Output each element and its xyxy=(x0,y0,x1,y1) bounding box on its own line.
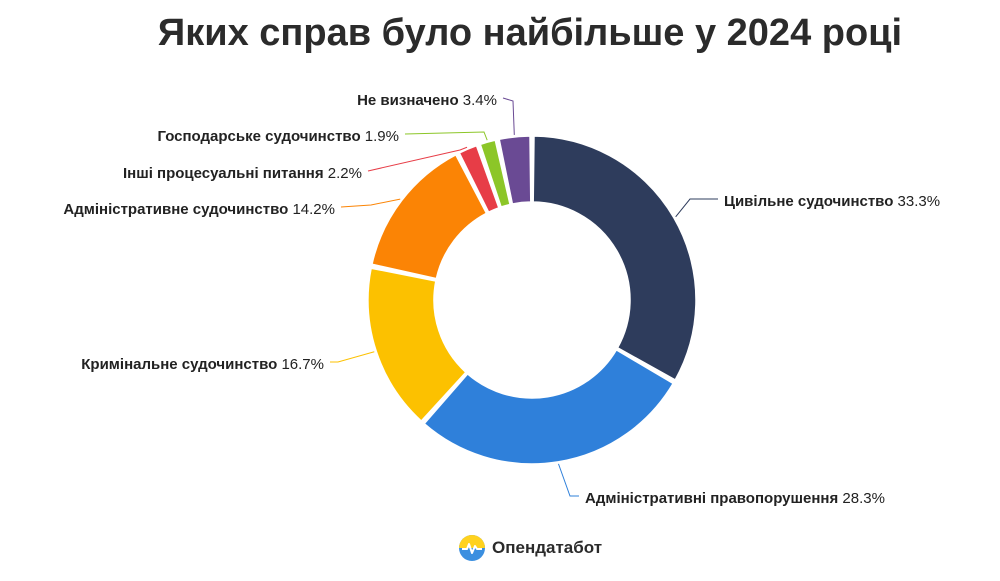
slice-label-name-2: Кримінальне судочинство xyxy=(81,356,281,373)
brand-logo-icon xyxy=(459,535,485,561)
slice-label-value-3: 14.2% xyxy=(292,201,335,218)
slice-label-4: Інші процесуальні питання 2.2% xyxy=(123,165,362,182)
slice-label-6: Не визначено 3.4% xyxy=(357,92,497,109)
slice-label-name-1: Адміністративні правопорушення xyxy=(585,490,842,507)
slice-label-name-6: Не визначено xyxy=(357,92,463,109)
slice-2 xyxy=(367,267,467,422)
leader-line-0 xyxy=(675,198,718,218)
slice-label-value-1: 28.3% xyxy=(842,490,885,507)
slice-3 xyxy=(371,154,488,280)
leader-line-4 xyxy=(367,146,468,172)
slice-label-name-4: Інші процесуальні питання xyxy=(123,165,328,182)
slice-5 xyxy=(479,139,511,208)
slice-label-2: Кримінальне судочинство 16.7% xyxy=(81,356,324,373)
slice-label-5: Господарське судочинство 1.9% xyxy=(157,128,399,145)
slice-label-value-0: 33.3% xyxy=(898,193,941,210)
slice-4 xyxy=(458,144,500,213)
leader-line-1 xyxy=(558,463,579,497)
slice-label-1: Адміністративні правопорушення 28.3% xyxy=(585,490,885,507)
slice-label-value-6: 3.4% xyxy=(463,92,497,109)
slice-label-value-2: 16.7% xyxy=(281,356,324,373)
slice-label-value-5: 1.9% xyxy=(365,128,399,145)
slice-label-value-4: 2.2% xyxy=(328,165,362,182)
slice-label-name-3: Адміністративне судочинство xyxy=(63,201,292,218)
leader-line-6 xyxy=(502,97,515,135)
leader-line-5 xyxy=(404,131,488,141)
leaders-layer xyxy=(330,97,718,497)
slice-1 xyxy=(423,349,674,465)
slice-0 xyxy=(532,135,697,381)
slice-label-name-5: Господарське судочинство xyxy=(157,128,364,145)
brand-name: Опендатабот xyxy=(492,538,603,557)
slice-6 xyxy=(498,135,532,205)
leader-line-3 xyxy=(340,198,401,208)
chart-title: Яких справ було найбільше у 2024 році xyxy=(157,12,903,54)
leader-line-2 xyxy=(330,351,375,363)
slice-label-0: Цивільне судочинство 33.3% xyxy=(724,193,940,210)
slices-layer xyxy=(367,135,697,465)
labels-layer: Цивільне судочинство 33.3% Адміністративн… xyxy=(63,92,940,507)
slice-label-3: Адміністративне судочинство 14.2% xyxy=(63,201,335,218)
footer-brand: Опендатабот xyxy=(458,533,602,563)
slice-label-name-0: Цивільне судочинство xyxy=(724,193,898,210)
